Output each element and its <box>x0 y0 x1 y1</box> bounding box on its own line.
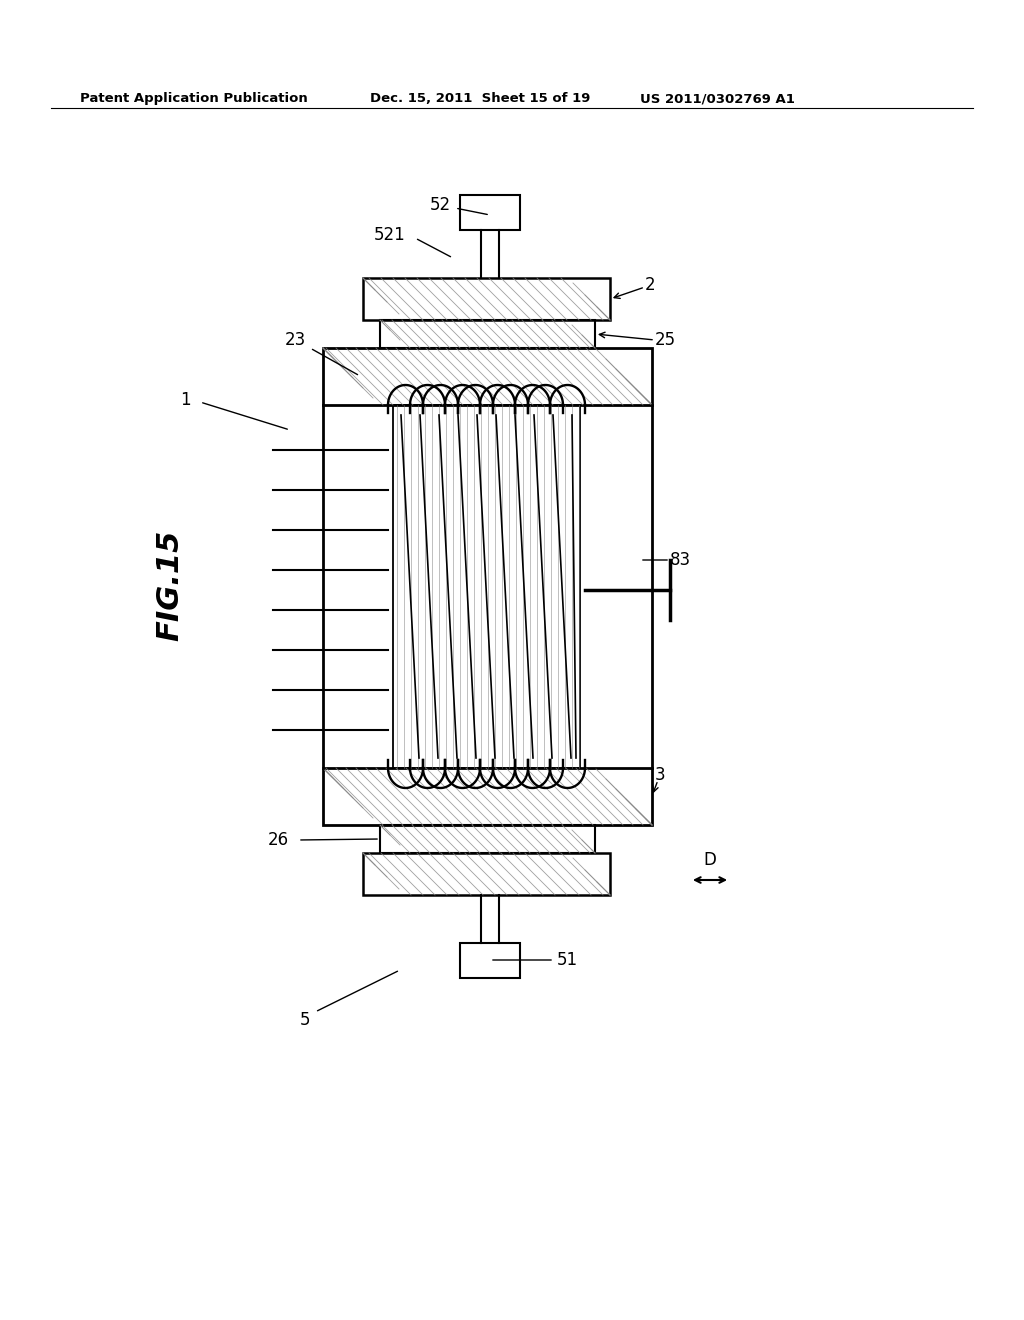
Text: Dec. 15, 2011  Sheet 15 of 19: Dec. 15, 2011 Sheet 15 of 19 <box>370 92 591 106</box>
Text: 3: 3 <box>654 766 666 784</box>
Text: D: D <box>703 851 717 869</box>
Text: 521: 521 <box>374 226 406 244</box>
Bar <box>380 825 595 853</box>
Bar <box>393 405 580 768</box>
Bar <box>380 319 595 348</box>
Bar <box>323 768 652 825</box>
Text: 1: 1 <box>179 391 190 409</box>
Bar <box>362 279 610 319</box>
Text: 2: 2 <box>645 276 655 294</box>
Text: 25: 25 <box>654 331 676 348</box>
Text: 51: 51 <box>556 950 578 969</box>
Text: 5: 5 <box>300 1011 310 1030</box>
Text: Patent Application Publication: Patent Application Publication <box>80 92 308 106</box>
Bar <box>323 348 652 405</box>
Text: FIG.15: FIG.15 <box>155 529 184 640</box>
Bar <box>460 195 520 230</box>
Text: 26: 26 <box>267 832 289 849</box>
Bar <box>460 942 520 978</box>
Text: 23: 23 <box>285 331 305 348</box>
Text: 83: 83 <box>670 550 690 569</box>
Text: 52: 52 <box>429 195 451 214</box>
Bar <box>362 853 610 895</box>
Text: US 2011/0302769 A1: US 2011/0302769 A1 <box>640 92 795 106</box>
